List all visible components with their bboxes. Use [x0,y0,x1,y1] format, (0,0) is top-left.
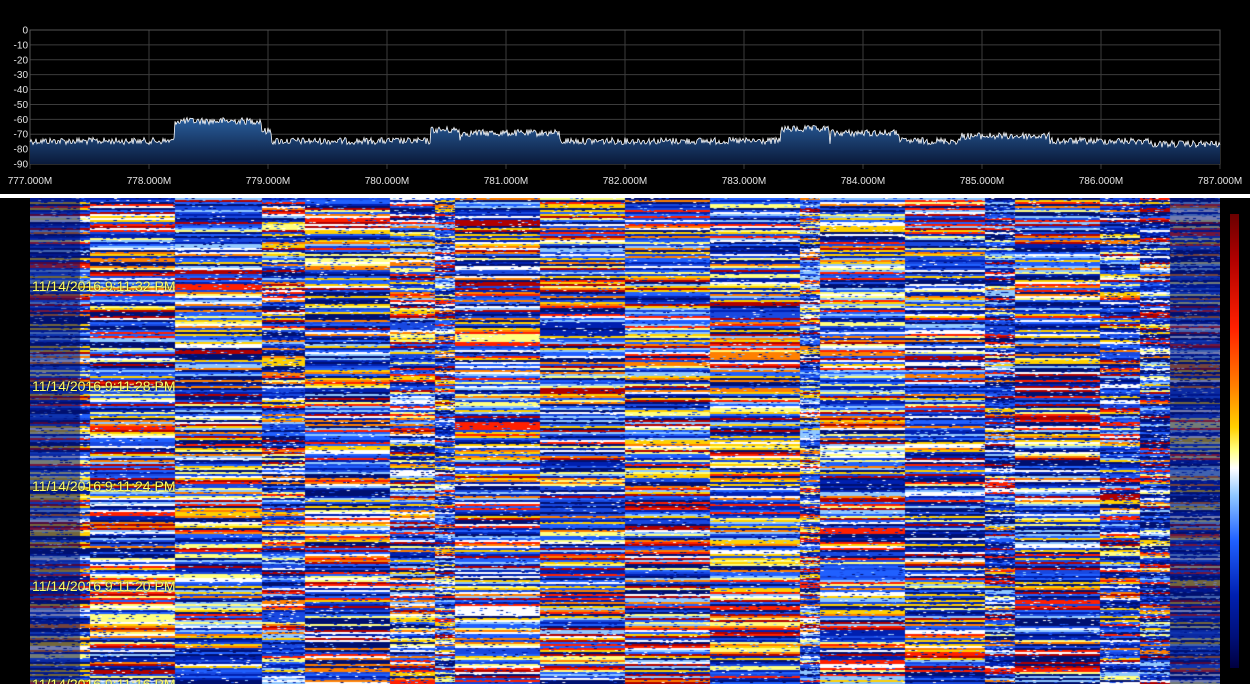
x-tick-label: 783.000M [722,176,766,187]
y-tick-label: -90 [14,160,29,171]
x-tick-label: 784.000M [841,176,885,187]
x-tick-label: 786.000M [1079,176,1123,187]
spectrum-fill [30,117,1220,164]
x-tick-label: 785.000M [960,176,1004,187]
x-tick-label: 781.000M [484,176,528,187]
y-tick-label: -80 [14,145,29,156]
y-tick-label: -20 [14,55,29,66]
x-tick-label: 777.000M [8,176,52,187]
spectrum-trace [29,116,1221,149]
y-tick-label: -40 [14,85,29,96]
x-tick-label: 787.000M [1198,176,1242,187]
x-tick-label: 780.000M [365,176,409,187]
color-scale-bar [1230,214,1239,668]
x-tick-label: 778.000M [127,176,171,187]
spectrum-plot[interactable]: 0 -10 -20 -30 -40 -50 -60 -70 -80 -90 777.000M 778… [0,0,1250,194]
x-tick-label: 782.000M [603,176,647,187]
panel-divider[interactable] [0,194,1250,198]
timestamp-label: 11/14/2016 9:11:28 PM [32,378,176,394]
timestamp-label: 11/14/2016 9:11:32 PM [32,278,176,294]
timestamp-label: 11/14/2016 9:11:24 PM [32,478,176,494]
timestamp-label: 11/14/2016 9:11:20 PM [32,578,176,594]
waterfall-panel[interactable]: 11/14/2016 9:11:32 PM 11/14/2016 9:11:28… [0,198,1250,684]
y-tick-label: -70 [14,130,29,141]
y-tick-label: -50 [14,100,29,111]
spectrum-panel[interactable]: 0 -10 -20 -30 -40 -50 -60 -70 -80 -90 777.000M 778… [0,0,1250,194]
y-tick-label: -10 [14,40,29,51]
x-tick-label: 779.000M [246,176,290,187]
y-tick-label: -30 [14,70,29,81]
x-axis-labels: 777.000M 778.000M 779.000M 780.000M 781.000M… [8,176,1242,187]
waterfall-display[interactable] [30,198,1220,684]
y-axis-labels: 0 -10 -20 -30 -40 -50 -60 -70 -80 -90 [14,26,29,171]
timestamp-label: 11/14/2016 9:11:16 PM [32,676,176,684]
y-tick-label: -60 [14,115,29,126]
y-tick-label: 0 [22,26,28,37]
